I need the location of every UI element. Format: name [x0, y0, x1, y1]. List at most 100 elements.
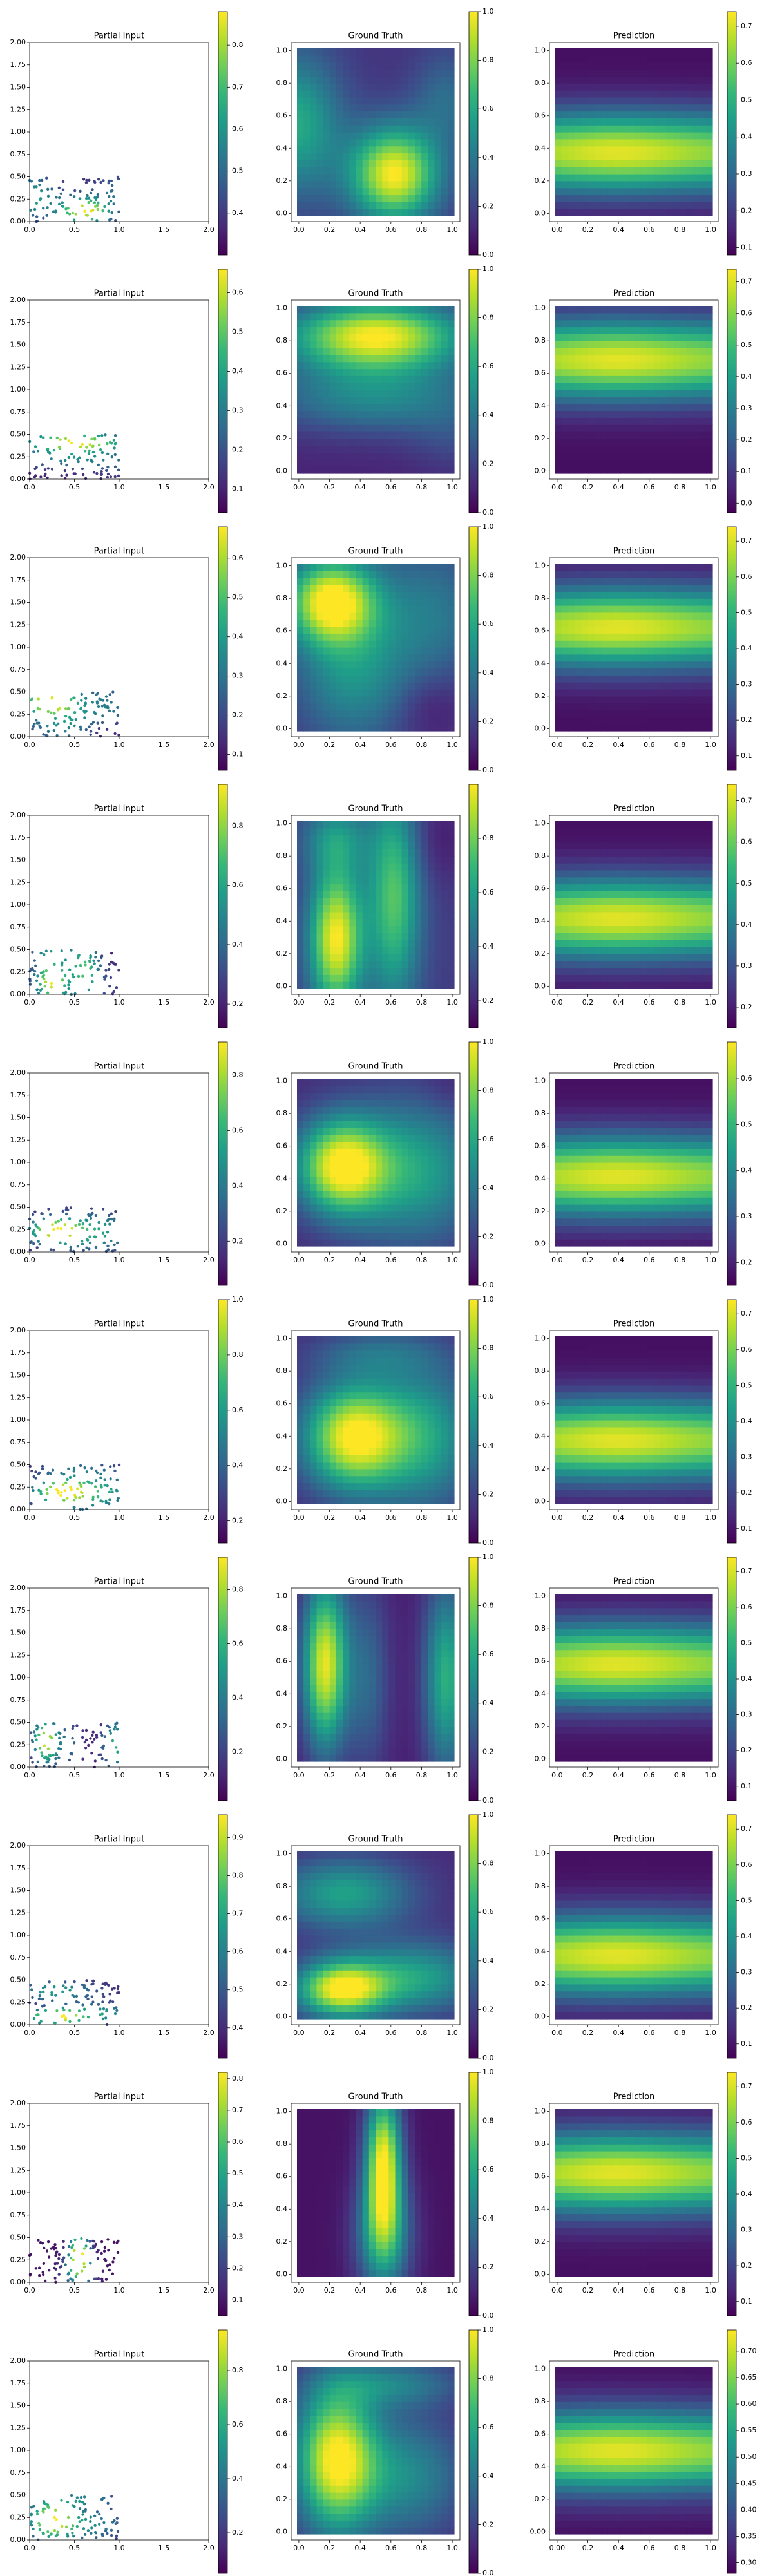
- heatmap-cell: [673, 710, 680, 717]
- heatmap-cell: [647, 612, 654, 620]
- x-tick-label: 0.2: [324, 998, 336, 1007]
- heatmap-cell: [595, 570, 602, 578]
- heatmap-cell: [343, 598, 350, 606]
- heatmap-cell: [323, 187, 330, 196]
- heatmap-cell: [666, 682, 674, 690]
- heatmap-cell: [401, 918, 409, 927]
- heatmap-cell: [699, 689, 707, 697]
- heatmap-cell: [680, 577, 687, 585]
- heatmap-cell: [329, 194, 337, 202]
- heatmap-cell: [303, 577, 310, 585]
- heatmap-cell: [555, 167, 562, 175]
- heatmap-cell: [415, 424, 422, 432]
- heatmap-cell: [607, 619, 615, 627]
- heatmap-cell: [666, 48, 674, 56]
- heatmap-cell: [395, 717, 403, 724]
- heatmap-cell: [428, 577, 435, 585]
- heatmap-cell: [620, 612, 628, 620]
- heatmap-cell: [388, 111, 396, 118]
- heatmap-cell: [634, 703, 641, 711]
- scatter-point: [62, 719, 66, 723]
- heatmap-cell: [595, 710, 602, 717]
- heatmap-cell: [581, 83, 589, 91]
- heatmap-cell: [303, 598, 310, 606]
- heatmap-cell: [562, 361, 569, 370]
- heatmap-cell: [699, 209, 707, 216]
- heatmap-cell: [666, 125, 674, 133]
- heatmap-cell: [581, 682, 589, 690]
- heatmap-cell: [660, 619, 667, 627]
- heatmap-cell: [376, 118, 383, 126]
- colorbar-bar: [468, 784, 479, 1028]
- heatmap-cell: [562, 640, 569, 648]
- heatmap-cell: [634, 403, 641, 412]
- heatmap-cell: [316, 911, 324, 920]
- scatter-point: [73, 992, 77, 996]
- heatmap-cell: [349, 876, 357, 885]
- heatmap-cell: [303, 174, 310, 182]
- heatmap-cell: [349, 577, 357, 585]
- heatmap-cell: [329, 375, 337, 383]
- y-tick-label: 0.6: [276, 627, 288, 635]
- scatter-point: [35, 721, 39, 724]
- heatmap-cell: [421, 682, 428, 690]
- scatter-points: [28, 433, 120, 480]
- heatmap-cell: [673, 83, 680, 91]
- x-tick-label: 0.6: [644, 483, 655, 491]
- heatmap-cell: [336, 459, 343, 467]
- heatmap-cell: [349, 76, 357, 84]
- heatmap-cell: [329, 410, 337, 418]
- heatmap-cell: [329, 69, 337, 77]
- y-tick-label: 0.00: [10, 217, 26, 225]
- heatmap-cell: [349, 55, 357, 63]
- heatmap-cell: [680, 146, 687, 154]
- heatmap-cell: [336, 584, 343, 592]
- heatmap-cell: [601, 452, 608, 460]
- heatmap-cell: [343, 947, 350, 954]
- heatmap-cell: [349, 710, 357, 717]
- heatmap-cell: [362, 911, 370, 920]
- heatmap-cell: [362, 898, 370, 905]
- heatmap-cell: [447, 375, 455, 383]
- heatmap-cell: [620, 703, 628, 711]
- scatter-point: [68, 980, 72, 984]
- heatmap-cell: [356, 682, 363, 690]
- heatmap-cell: [401, 361, 409, 370]
- heatmap-cell: [705, 48, 713, 56]
- heatmap-cell: [297, 341, 304, 348]
- heatmap-cell: [434, 640, 442, 648]
- heatmap-cell: [634, 138, 641, 147]
- heatmap-cell: [555, 396, 562, 404]
- heatmap-cell: [562, 612, 569, 620]
- heatmap-cell: [297, 194, 304, 202]
- heatmap-cell: [601, 361, 608, 370]
- heatmap-cell: [415, 835, 422, 843]
- heatmap-cell: [614, 390, 622, 397]
- heatmap-cell: [329, 431, 337, 439]
- heatmap-cell: [581, 76, 589, 84]
- heatmap-cell: [323, 153, 330, 160]
- heatmap-cell: [568, 125, 576, 133]
- heatmap-cell: [368, 202, 376, 209]
- heatmap-cell: [356, 724, 363, 732]
- heatmap-cell: [310, 925, 318, 933]
- heatmap-cell: [401, 967, 409, 975]
- heatmap-cell: [627, 626, 635, 634]
- heatmap-cell: [620, 452, 628, 460]
- heatmap-cell: [568, 306, 576, 314]
- heatmap-cell: [382, 138, 389, 147]
- heatmap-cell: [428, 383, 435, 390]
- heatmap-cell: [421, 570, 428, 578]
- heatmap-cell: [686, 640, 694, 648]
- panel-title: Ground Truth: [348, 289, 403, 299]
- heatmap-cell: [388, 153, 396, 160]
- heatmap-cell: [595, 327, 602, 334]
- heatmap-cell: [575, 69, 582, 77]
- heatmap-cell: [447, 633, 455, 641]
- heatmap-cell: [382, 598, 389, 606]
- heatmap-cell: [614, 111, 622, 118]
- heatmap-cell: [368, 869, 376, 878]
- heatmap-cell: [653, 717, 661, 724]
- heatmap-cell: [376, 891, 383, 898]
- heatmap-cell: [329, 390, 337, 397]
